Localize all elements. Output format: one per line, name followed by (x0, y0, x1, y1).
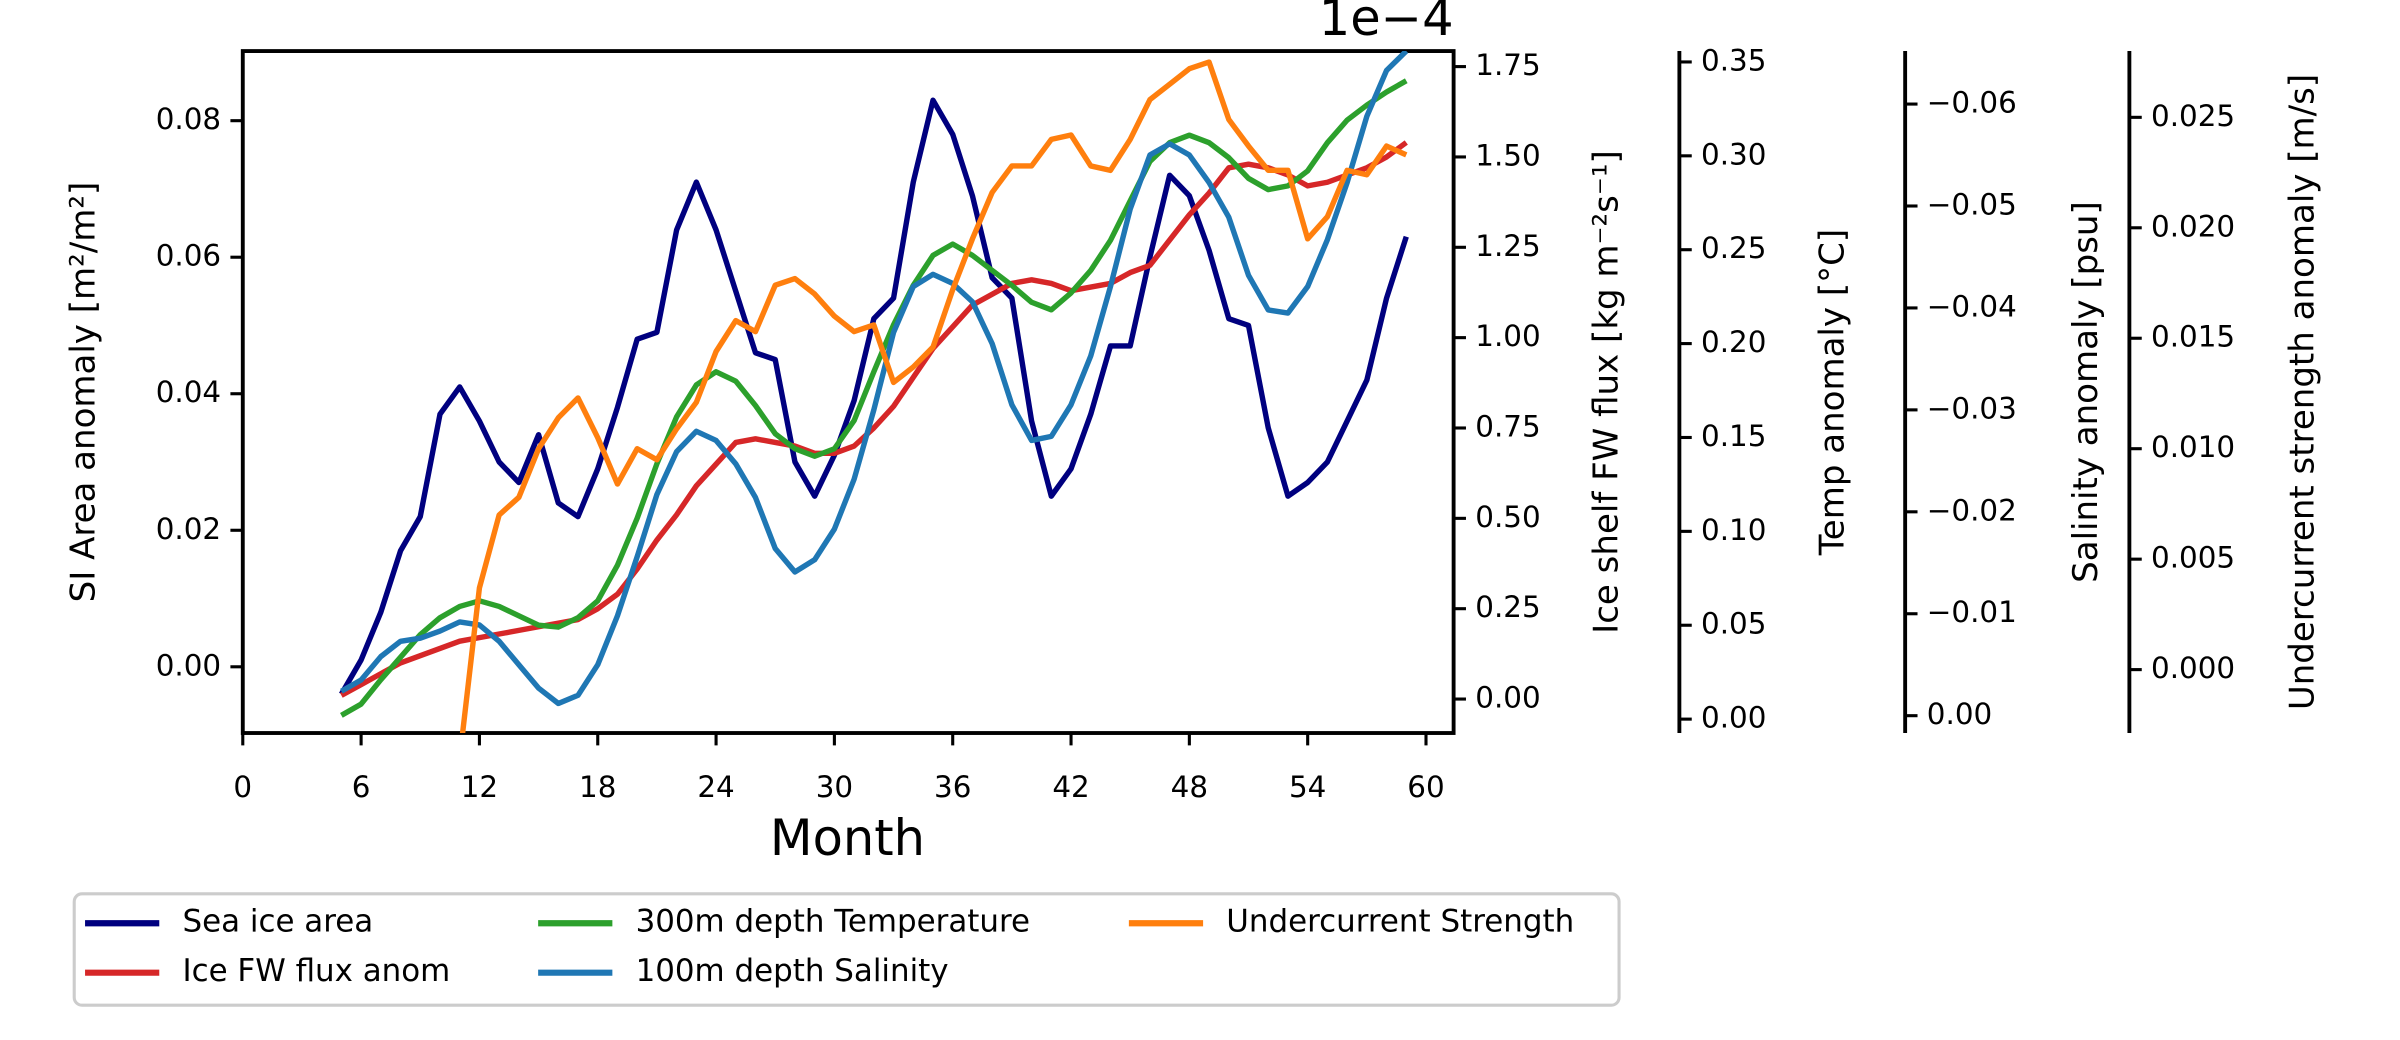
x-tick-label: 0 (233, 770, 252, 804)
x-tick-label: 18 (579, 770, 616, 804)
x-tick-label: 6 (352, 770, 371, 804)
y-tick-label: 1.00 (1475, 319, 1540, 353)
y-axis-label: Ice shelf FW flux [kg m⁻²s⁻¹] (1587, 150, 1627, 634)
y-tick-label: 0.005 (2151, 541, 2235, 575)
legend-label: 300m depth Temperature (636, 904, 1030, 940)
y-tick-label: 0.010 (2151, 430, 2235, 464)
y-tick-label: −0.04 (1927, 289, 2017, 323)
x-tick-label: 36 (934, 770, 971, 804)
x-tick-label: 24 (697, 770, 734, 804)
x-axis-label: Month (770, 809, 925, 867)
legend-label: Sea ice area (182, 904, 373, 940)
legend-label: Ice FW flux anom (182, 953, 450, 989)
y-tick-label: 0.00 (156, 648, 221, 682)
x-tick-label: 48 (1171, 770, 1208, 804)
y-axis-label: Undercurrent strength anomaly [m/s] (2283, 74, 2323, 710)
y-tick-label: 0.00 (1701, 701, 1766, 735)
y-tick-label: 0.30 (1701, 137, 1766, 171)
x-tick-label: 12 (461, 770, 498, 804)
y-tick-label: 0.06 (156, 239, 221, 273)
y-tick-label: 0.04 (156, 375, 221, 409)
y2-offset: 1e−4 (1319, 0, 1454, 47)
y-axis-label: Temp anomaly [°C] (1813, 229, 1853, 556)
y-tick-label: 0.25 (1475, 590, 1540, 624)
plot-lines (339, 51, 1409, 734)
y-tick-label: −0.05 (1927, 188, 2017, 222)
y-tick-label: −0.03 (1927, 391, 2017, 425)
x-tick-label: 60 (1407, 770, 1444, 804)
legend (72, 892, 1621, 1007)
y-tick-label: 0.08 (156, 102, 221, 136)
series-line (340, 51, 1409, 707)
y-axis-label: Salinity anomaly [psu] (2066, 201, 2106, 583)
y-tick-label: 1.75 (1475, 48, 1540, 82)
y-tick-label: 0.50 (1475, 500, 1540, 534)
y-tick-label: 0.020 (2151, 209, 2235, 243)
y-tick-label: −0.06 (1927, 86, 2017, 120)
x-tick-label: 54 (1289, 770, 1326, 804)
y-tick-label: 0.025 (2151, 99, 2235, 133)
y-tick-label: 0.05 (1701, 607, 1766, 641)
y-tick-label: 0.25 (1701, 231, 1766, 265)
y-tick-label: 0.00 (1927, 697, 1992, 731)
series-line (340, 78, 1408, 718)
x-tick-label: 30 (816, 770, 853, 804)
y-tick-label: 0.000 (2151, 651, 2235, 685)
y-tick-label: −0.02 (1927, 493, 2017, 527)
y-tick-label: −0.01 (1927, 595, 2017, 629)
y-tick-label: 0.00 (1475, 681, 1540, 715)
legend-label: Undercurrent Strength (1226, 904, 1574, 940)
legend-label: 100m depth Salinity (636, 953, 949, 989)
series-line (459, 59, 1408, 734)
plot-frame (240, 49, 1456, 735)
y-tick-label: 0.015 (2151, 320, 2235, 354)
y-tick-label: 1.50 (1475, 138, 1540, 172)
y-tick-label: 0.02 (156, 512, 221, 546)
y-axis-label: SI Area anomaly [m²/m²] (64, 182, 104, 603)
series-line (339, 97, 1409, 696)
y-tick-label: 0.15 (1701, 419, 1766, 453)
y-tick-label: 0.35 (1701, 43, 1766, 77)
series-line (340, 140, 1408, 698)
y-tick-label: 0.20 (1701, 325, 1766, 359)
x-tick-label: 42 (1052, 770, 1089, 804)
y-tick-label: 1.25 (1475, 229, 1540, 263)
y-tick-label: 0.75 (1475, 409, 1540, 443)
y-tick-label: 0.10 (1701, 513, 1766, 547)
